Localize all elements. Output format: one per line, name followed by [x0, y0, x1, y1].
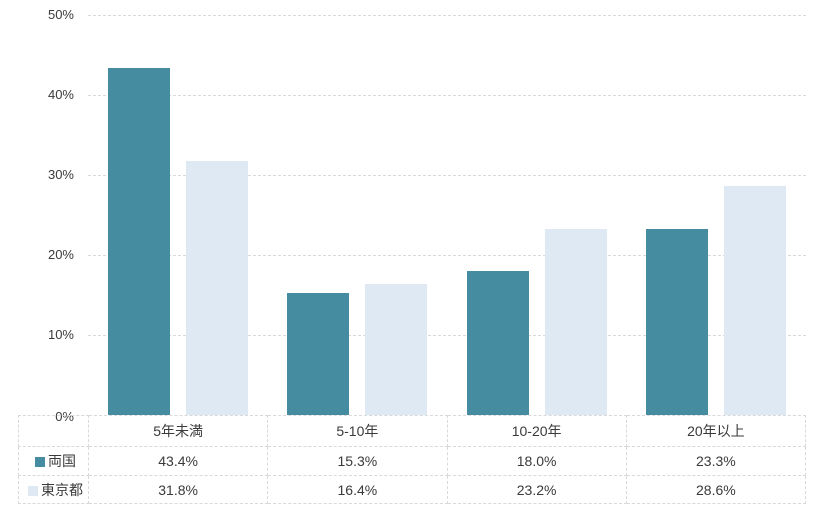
category-label-under5: 5年未満: [87, 415, 269, 447]
gridline-30: [88, 175, 806, 176]
y-axis-label-20: 20%: [47, 247, 74, 262]
bar-ryogoku-under5: [107, 67, 170, 415]
y-axis-label-30: 30%: [47, 167, 74, 182]
category-header-row: 5年未満 5-10年 10-20年 20年以上: [18, 415, 807, 447]
value-cell: 23.3%: [625, 446, 807, 476]
bar-tokyo-10to20: [544, 229, 607, 415]
category-label-5to10: 5-10年: [267, 415, 448, 447]
value-cell: 28.6%: [625, 475, 807, 504]
gridline-50: [88, 15, 806, 16]
bar-ryogoku-10to20: [466, 271, 529, 415]
gridline-20: [88, 255, 806, 256]
table-row-tokyo: 東京都 31.8% 16.4% 23.2% 28.6%: [18, 475, 807, 504]
legend-label-tokyo: 東京都: [41, 481, 83, 498]
bar-group-under5: [88, 15, 268, 415]
value-cell: 23.2%: [446, 475, 627, 504]
bar-tokyo-5to10: [365, 283, 428, 415]
legend-swatch-tokyo-icon: [28, 485, 38, 496]
value-cell: 18.0%: [446, 446, 627, 476]
bar-ryogoku-5to10: [287, 292, 350, 415]
y-axis-label-10: 10%: [47, 327, 74, 342]
legend-label-ryogoku: 両国: [48, 453, 76, 469]
legend-swatch-ryogoku-icon: [35, 457, 45, 467]
value-cell: 43.4%: [87, 446, 269, 476]
legend-item-ryogoku: 両国: [18, 446, 89, 476]
value-cell: 15.3%: [267, 446, 448, 476]
value-cell: 31.8%: [87, 475, 269, 504]
bar-group-10to20: [447, 15, 627, 415]
bar-tokyo-under5: [185, 160, 248, 415]
gridline-10: [88, 335, 806, 336]
table-corner-cell: [18, 415, 89, 447]
category-label-over20: 20年以上: [625, 415, 807, 447]
gridline-40: [88, 95, 806, 96]
bar-ryogoku-over20: [646, 228, 709, 415]
category-label-10to20: 10-20年: [446, 415, 627, 447]
y-axis-label-50: 50%: [47, 7, 74, 22]
bar-tokyo-over20: [724, 186, 787, 415]
bar-group-5to10: [268, 15, 448, 415]
value-cell: 16.4%: [267, 475, 448, 504]
plot-area: [88, 15, 806, 415]
bar-group-over20: [627, 15, 807, 415]
legend-item-tokyo: 東京都: [18, 475, 89, 504]
bar-groups: [88, 15, 806, 415]
table-row-ryogoku: 両国 43.4% 15.3% 18.0% 23.3%: [18, 446, 807, 476]
y-axis-label-40: 40%: [47, 87, 74, 102]
data-table: 5年未満 5-10年 10-20年 20年以上 両国 43.4% 15.3% 1…: [18, 415, 807, 504]
